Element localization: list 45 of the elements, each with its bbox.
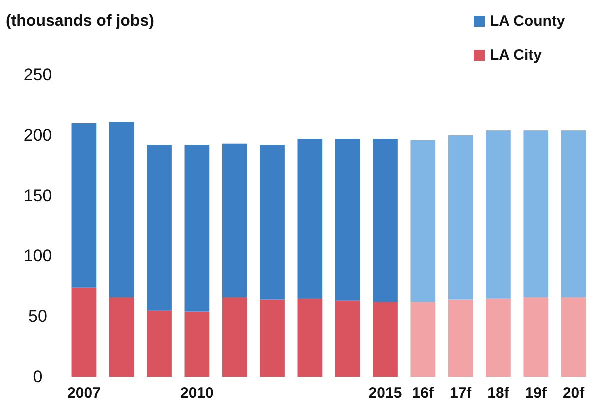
x-tick-label: 2010 [180, 385, 214, 402]
bar [109, 122, 134, 298]
y-tick-label: 50 [28, 307, 48, 326]
x-tick-label: 2015 [368, 385, 402, 402]
bar [561, 297, 586, 377]
y-tick-label: 150 [24, 186, 52, 206]
bar [260, 300, 285, 377]
bar [147, 310, 172, 377]
x-tick-label: 19f [525, 385, 548, 402]
bar [448, 300, 474, 377]
bar [335, 300, 360, 377]
bar [410, 302, 436, 377]
x-tick-label: 20f [562, 385, 586, 402]
bar [448, 135, 474, 300]
bar [561, 130, 586, 298]
x-tick-label: 17f [450, 385, 473, 402]
bar [486, 298, 511, 377]
bar [72, 288, 97, 377]
legend-label: LA City [490, 47, 543, 64]
legend-label: LA County [490, 13, 566, 30]
x-tick-label: 18f [488, 385, 510, 402]
bar [222, 144, 248, 298]
bar [147, 145, 172, 311]
bar [72, 123, 97, 288]
bar [222, 297, 248, 377]
bar [184, 312, 210, 377]
y-tick-label: 100 [24, 246, 52, 266]
bar [184, 145, 210, 312]
x-tick-label: 16f [412, 385, 435, 402]
y-tick-label: 250 [24, 65, 52, 84]
y-tick-label: 0 [33, 367, 43, 386]
bar [109, 297, 134, 377]
bar [373, 302, 398, 377]
x-tick-label: 2007 [68, 385, 101, 402]
bar [260, 145, 285, 300]
bar [524, 130, 549, 298]
bar [373, 139, 398, 302]
bar [298, 139, 323, 298]
bar [335, 139, 360, 301]
y-axis-title: (thousands of jobs) [6, 13, 154, 30]
y-tick-label: 200 [24, 126, 52, 145]
bar [410, 140, 436, 302]
bar [524, 297, 549, 377]
bar [486, 130, 511, 298]
bar [298, 298, 323, 377]
